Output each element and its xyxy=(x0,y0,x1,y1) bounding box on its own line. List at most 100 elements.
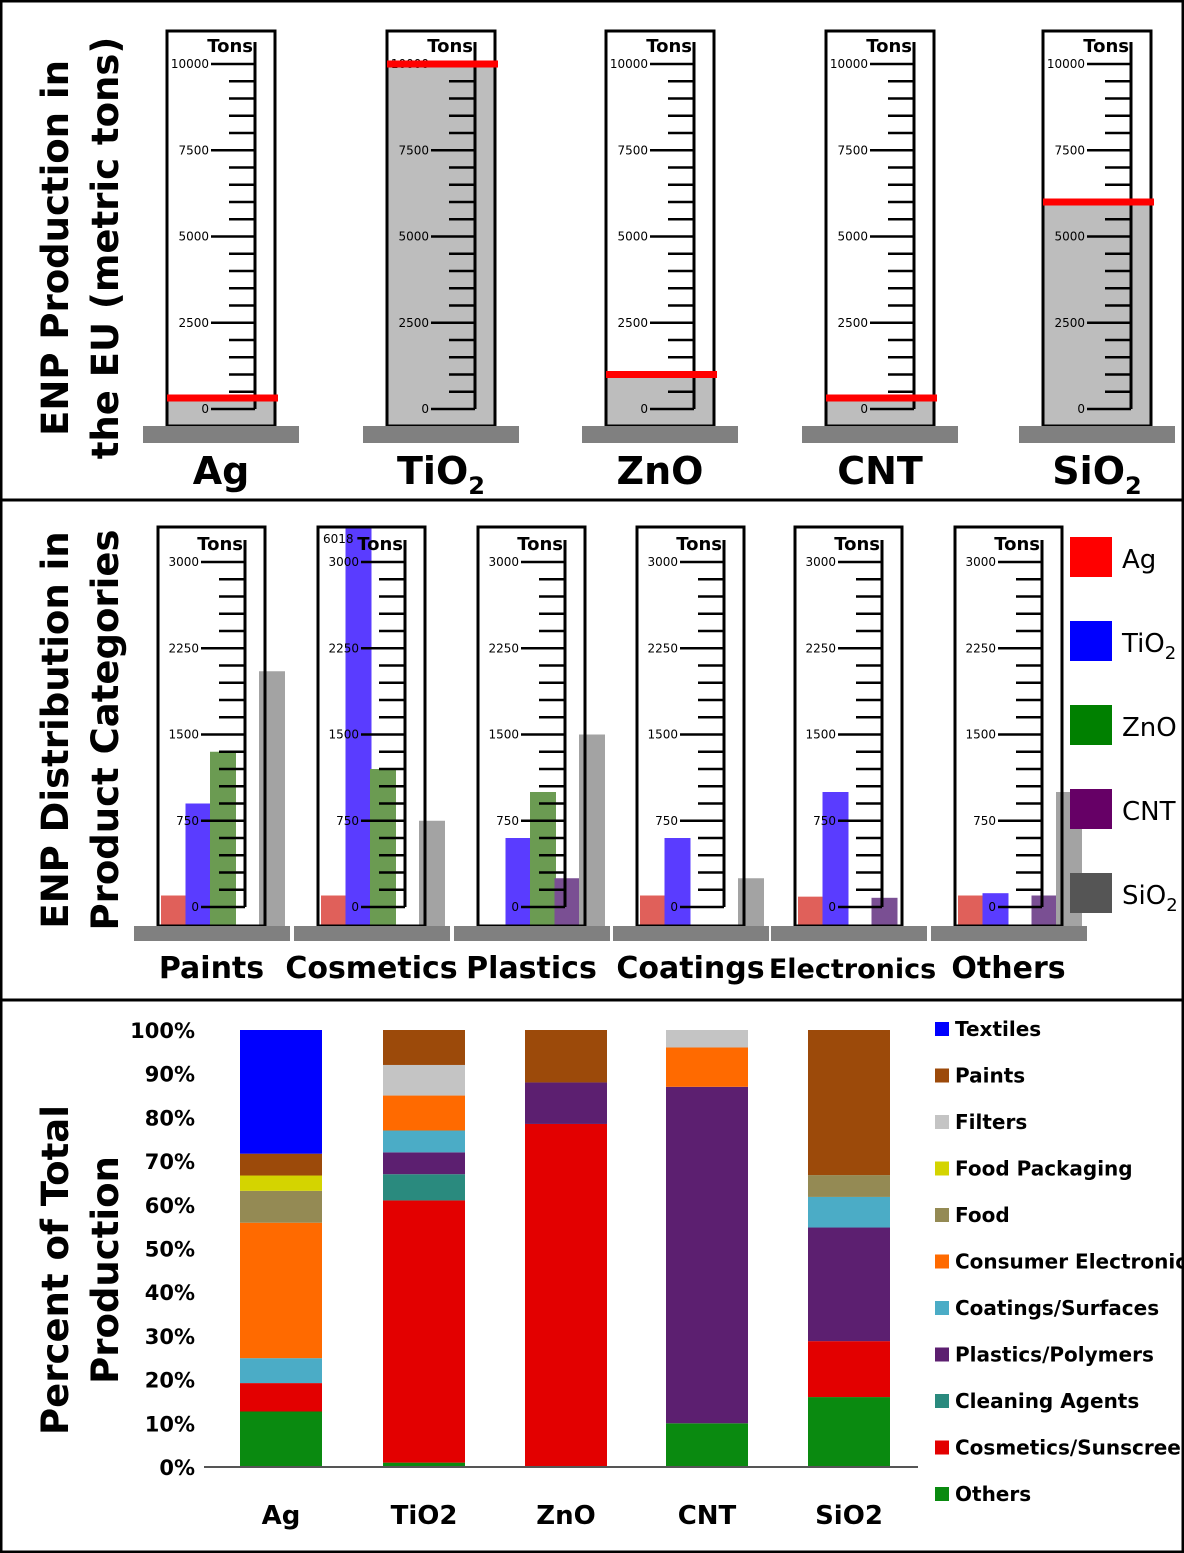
p2-scale-Coatings-tick-label: 0 xyxy=(670,900,678,914)
stack-SiO2-Others xyxy=(808,1397,890,1467)
legend-label-ZnO: ZnO xyxy=(1122,713,1177,743)
stack-TiO2-Consumer Electronics xyxy=(383,1095,465,1131)
p2-scale-Electronics-unit-label: Tons xyxy=(834,534,880,555)
p1-scale-SiO2-tick-label: 5000 xyxy=(1054,230,1085,244)
overflow-value-label: 6018 xyxy=(323,532,354,546)
p1-scale-Ag-unit-label: Tons xyxy=(207,36,253,57)
legend-label-CNT: CNT xyxy=(1122,797,1176,827)
p1-scale-ZnO-tick-label: 5000 xyxy=(617,230,648,244)
panel3-ylabel-line1: Percent of Total xyxy=(34,1105,77,1435)
category-label-CNT: CNT xyxy=(837,449,923,493)
p1-scale-Ag-tick-label: 7500 xyxy=(178,143,209,157)
bar-Plastics-SiO2 xyxy=(579,734,605,926)
p2-scale-Paints-tick-label: 1500 xyxy=(168,728,199,742)
p2-scale-Electronics-tick-label: 0 xyxy=(828,900,836,914)
bar-Coatings-Ag xyxy=(640,895,666,925)
p1-scale-TiO2-tick-label: 2500 xyxy=(398,316,429,330)
y-tick-label: 30% xyxy=(145,1325,195,1349)
panel2-ylabel-line2: Product Categories xyxy=(84,530,127,931)
p2-scale-Plastics-tick-label: 3000 xyxy=(488,555,519,569)
p1-scale-ZnO-tick-label: 7500 xyxy=(617,143,648,157)
panel3-stacked-percent-chart: 0% 10% 20% 30% 40% 50% 60% 70% 80% 90% 100% Ag TiO2 Z… xyxy=(130,1017,1184,1531)
stack-TiO2-Others xyxy=(383,1462,465,1467)
p1-scale-Ag-tick-label: 0 xyxy=(201,402,209,416)
legend-label-Cosmetics-Sunscreen: Cosmetics/Sunscreen xyxy=(955,1436,1184,1460)
y-tick-label: 60% xyxy=(145,1194,195,1218)
stack-TiO2-Cleaning Agents xyxy=(383,1174,465,1201)
p1-scale-Ag-tick-label: 2500 xyxy=(178,316,209,330)
p2-scale-Paints-unit-label: Tons xyxy=(197,534,243,555)
bar-Coatings-TiO2 xyxy=(664,838,691,926)
legend-label-SiO2: SiO2 xyxy=(1122,881,1178,916)
cylinder-fill-Ag xyxy=(167,398,275,426)
p2-scale-Coatings-tick-label: 2250 xyxy=(647,641,678,655)
stack-TiO2-Plastics-Polymers xyxy=(383,1152,465,1175)
category-label-TiO2: TiO2 xyxy=(397,449,485,500)
p2-scale-Coatings-tick-label: 750 xyxy=(655,814,678,828)
legend-swatch-Others xyxy=(935,1487,949,1501)
bar-Cosmetics-SiO2 xyxy=(419,820,445,926)
stack-TiO2-Coatings-Surfaces xyxy=(383,1130,465,1153)
legend-swatch-Cosmetics-Sunscreen xyxy=(935,1440,949,1455)
p2-scale-Cosmetics-tick-label: 0 xyxy=(351,900,359,914)
cylinder-fill-SiO2 xyxy=(1043,202,1151,426)
p2-scale-Coatings-tick-label: 3000 xyxy=(647,555,678,569)
bar-Electronics-CNT xyxy=(871,897,898,926)
p2-scale-Paints-tick-label: 750 xyxy=(176,814,199,828)
p2-scale-Paints-tick-label: 2250 xyxy=(168,641,199,655)
cylinder-fill-ZnO xyxy=(606,374,714,426)
cylinder-base-Electronics xyxy=(771,926,927,941)
bar-Paints-Ag xyxy=(161,895,187,925)
stack-Ag-Food xyxy=(240,1190,322,1223)
cylinder-base-SiO2 xyxy=(1019,426,1175,443)
stack-CNT-Consumer Electronics xyxy=(666,1047,748,1087)
cylinder-fill-CNT xyxy=(826,398,934,426)
p1-scale-ZnO-tick-label: 2500 xyxy=(617,316,648,330)
p2-scale-Others-tick-label: 3000 xyxy=(965,555,996,569)
bar-Paints-TiO2 xyxy=(185,803,212,926)
legend-swatch-Coatings-Surfaces xyxy=(935,1301,949,1315)
cylinder-outline-CNT xyxy=(824,29,936,428)
cylinder-outline-Others xyxy=(953,525,1064,928)
p1-scale-TiO2-unit-label: Tons xyxy=(427,36,473,57)
subscript: 2 xyxy=(1165,643,1176,664)
stack-CNT-Plastics-Polymers xyxy=(666,1086,748,1424)
p1-scale-CNT-tick-label: 10000 xyxy=(830,57,868,71)
p1-scale-SiO2-tick-label: 7500 xyxy=(1054,143,1085,157)
y-tick-label: 100% xyxy=(130,1019,195,1043)
cylinder-base-Coatings xyxy=(613,926,769,941)
panel1-production-cylinders: Tons 0 2500 5000 7500 10000 Ag Tons 0 2500 5000 750… xyxy=(143,29,1175,500)
p2-scale-Others-tick-label: 0 xyxy=(988,900,996,914)
legend-swatch-SiO2 xyxy=(1070,873,1112,913)
legend-label-Coatings-Surfaces: Coatings/Surfaces xyxy=(955,1296,1159,1320)
category-label-Others: Others xyxy=(951,951,1065,986)
category-label-Plastics: Plastics xyxy=(466,951,597,986)
stack-TiO2-Cosmetics-Sunscreen xyxy=(383,1200,465,1463)
stack-TiO2-Filters xyxy=(383,1064,465,1096)
legend-label-Food Packaging: Food Packaging xyxy=(955,1157,1133,1181)
legend-swatch-Ag xyxy=(1070,537,1112,577)
stack-Ag-Cosmetics-Sunscreen xyxy=(240,1383,322,1412)
bar-Electronics-TiO2 xyxy=(822,792,849,926)
panel2-ylabel-line1: ENP Distribution in xyxy=(34,531,77,928)
category-label-Coatings: Coatings xyxy=(616,951,764,986)
category-label-Cosmetics: Cosmetics xyxy=(285,951,457,986)
p1-scale-CNT-unit-label: Tons xyxy=(866,36,912,57)
y-tick-label: 20% xyxy=(145,1369,195,1393)
p2-scale-Others-tick-label: 2250 xyxy=(965,641,996,655)
stack-Ag-Others xyxy=(240,1411,322,1467)
p2-scale-Cosmetics-tick-label: 750 xyxy=(336,814,359,828)
legend-swatch-Textiles xyxy=(935,1022,949,1036)
p2-scale-Plastics-tick-label: 750 xyxy=(496,814,519,828)
p1-scale-CNT-tick-label: 2500 xyxy=(837,316,868,330)
category-label-SiO2: SiO2 xyxy=(1052,449,1141,500)
cylinder-base-Cosmetics xyxy=(294,926,450,941)
y-tick-label: 40% xyxy=(145,1281,195,1305)
p2-scale-Cosmetics-tick-label: 2250 xyxy=(328,641,359,655)
stack-ZnO-Cosmetics-Sunscreen xyxy=(525,1123,607,1467)
legend-swatch-CNT xyxy=(1070,789,1112,829)
p2-scale-Plastics-tick-label: 2250 xyxy=(488,641,519,655)
legend-label-Consumer Electronics: Consumer Electronics xyxy=(955,1250,1184,1274)
cylinder-base-CNT xyxy=(802,426,958,443)
